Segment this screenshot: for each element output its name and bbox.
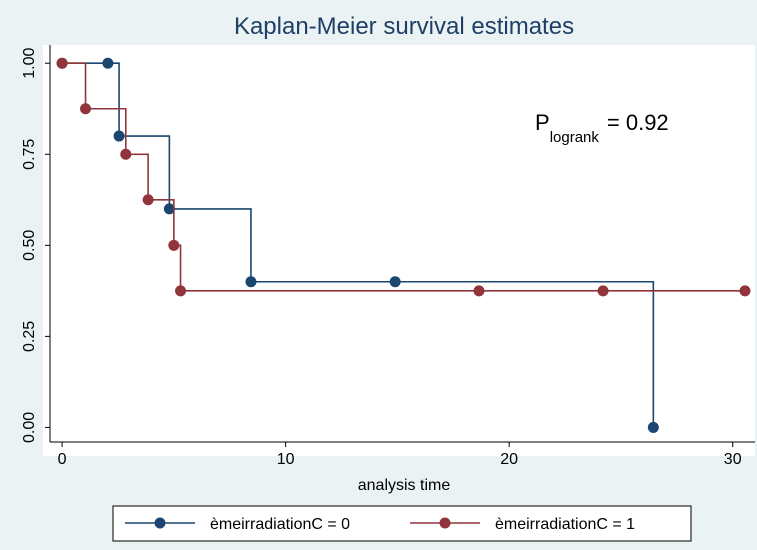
legend-label: èmeirradiationC = 0 (210, 516, 350, 533)
y-tick-label: 0.00 (21, 412, 38, 443)
x-tick-label: 0 (58, 451, 67, 468)
marker (647, 421, 659, 433)
step-line (119, 135, 171, 209)
y-tick-label: 1.00 (21, 48, 38, 79)
step-line (148, 198, 175, 246)
marker (389, 276, 401, 288)
marker (56, 57, 68, 69)
legend-marker (154, 517, 166, 529)
y-tick-label: 0.50 (21, 230, 38, 261)
step-line (169, 208, 252, 282)
annotation-text: = 0.92 (607, 110, 669, 135)
x-tick-label: 10 (277, 451, 295, 468)
marker (175, 285, 187, 297)
marker (142, 194, 154, 206)
marker (163, 203, 175, 215)
marker (120, 148, 132, 160)
step-line (125, 153, 149, 200)
legend-label: èmeirradiationC = 1 (495, 516, 635, 533)
x-tick-label: 30 (724, 451, 742, 468)
step-line (85, 107, 127, 155)
step-line (62, 62, 87, 109)
legend-box (112, 505, 692, 542)
marker (245, 276, 257, 288)
annotation: Plogrank = 0.92 (535, 110, 669, 146)
marker (113, 130, 125, 142)
annotation-main: P (535, 110, 550, 135)
x-tick-label: 20 (500, 451, 518, 468)
marker (80, 103, 92, 115)
marker (473, 285, 485, 297)
y-tick-label: 0.75 (21, 139, 38, 170)
plot-region (43, 45, 755, 456)
chart-title: Kaplan-Meier survival estimates (234, 13, 574, 40)
marker (168, 239, 180, 251)
x-axis-label: analysis time (358, 477, 451, 494)
marker (102, 57, 114, 69)
y-tick-label: 0.25 (21, 321, 38, 352)
marker (739, 285, 751, 297)
marker (597, 285, 609, 297)
annotation-subscript: logrank (550, 129, 600, 146)
legend-marker (439, 517, 451, 529)
step-line (395, 280, 655, 428)
